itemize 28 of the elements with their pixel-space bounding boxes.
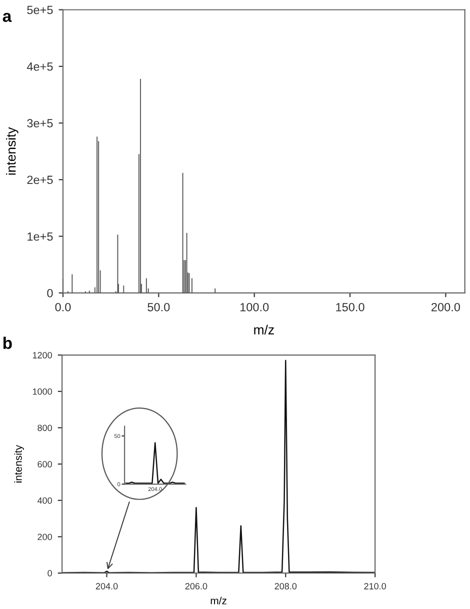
y-tick-label: 4e+5	[26, 62, 53, 71]
y-axis-title: intensity	[6, 127, 18, 175]
x-tick-label: 50.0	[148, 302, 170, 312]
y-tick-label: 200	[38, 534, 52, 540]
y-tick-label: 800	[38, 424, 52, 432]
x-tick-label: 210.0	[364, 583, 386, 590]
y-tick-label: 3e+5	[27, 119, 53, 128]
y-tick-label: 0	[47, 288, 53, 298]
text: a	[2, 12, 12, 22]
x-tick-label: 206.0	[185, 583, 208, 590]
x-axis-title: m/z	[210, 596, 226, 604]
y-tick-label: 600	[38, 461, 52, 468]
y-tick-label: 2e+5	[27, 176, 53, 184]
y-tick-label: 0	[48, 570, 52, 576]
x-tick-label: 204.0	[96, 583, 118, 590]
x-tick-label: 208.0	[274, 583, 297, 590]
x-tick-label: 200.0	[432, 302, 460, 312]
y-axis-title: intensity	[14, 444, 24, 482]
y-tick-label: 400	[37, 497, 52, 504]
y-tick-label: 1000	[32, 388, 52, 395]
x-tick-label: 0.0	[55, 302, 71, 312]
x-axis-title: m/z	[254, 324, 274, 334]
y-tick-label: 1200	[32, 352, 52, 358]
x-tick-label: 150.0	[336, 302, 364, 312]
y-tick-label: 1e+5	[28, 232, 53, 241]
text: b	[3, 336, 12, 350]
x-tick-label: 100.0	[240, 302, 269, 312]
y-tick-label: 5e+5	[27, 6, 53, 14]
